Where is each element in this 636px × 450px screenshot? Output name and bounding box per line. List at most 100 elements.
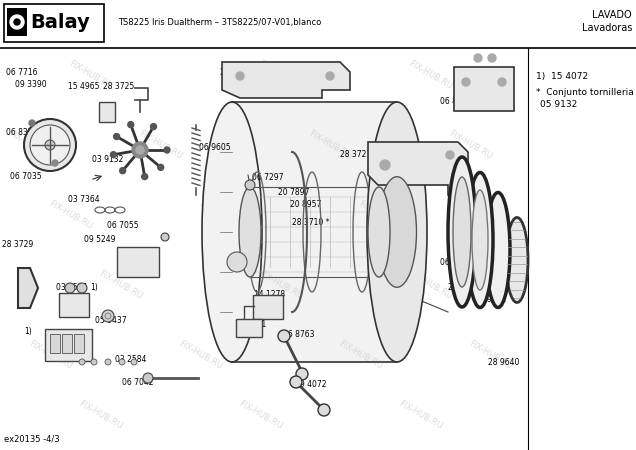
Text: 06 9605: 06 9605	[199, 143, 231, 152]
Circle shape	[164, 147, 170, 153]
FancyBboxPatch shape	[454, 67, 514, 111]
Text: 15 4965: 15 4965	[68, 82, 99, 91]
Circle shape	[498, 78, 506, 86]
Text: 03 9132: 03 9132	[92, 155, 123, 164]
Text: TS8225 Iris Dualtherm – 3TS8225/07-V01,blanco: TS8225 Iris Dualtherm – 3TS8225/07-V01,b…	[118, 18, 321, 27]
Circle shape	[474, 54, 482, 62]
Text: 06 7035: 06 7035	[10, 172, 41, 181]
Text: 21 0190: 21 0190	[372, 210, 403, 219]
Text: FIX-HUB.RU: FIX-HUB.RU	[257, 59, 303, 91]
FancyBboxPatch shape	[232, 102, 397, 362]
Ellipse shape	[367, 102, 427, 362]
Text: 06 7297: 06 7297	[252, 173, 284, 182]
Text: 06 8763: 06 8763	[283, 330, 314, 339]
Text: 03 7364: 03 7364	[68, 195, 100, 204]
FancyBboxPatch shape	[253, 295, 283, 319]
FancyBboxPatch shape	[62, 333, 71, 352]
Text: FIX-HUB.RU: FIX-HUB.RU	[67, 59, 113, 91]
Text: 20 8929: 20 8929	[220, 68, 251, 77]
Text: 06 7042: 06 7042	[122, 378, 153, 387]
Circle shape	[120, 168, 126, 174]
Text: 05 9437: 05 9437	[95, 316, 127, 325]
Text: 28 9641: 28 9641	[475, 295, 506, 304]
Circle shape	[111, 152, 116, 158]
Text: FIX-HUB.RU: FIX-HUB.RU	[446, 129, 494, 161]
Text: FIX-HUB.RU: FIX-HUB.RU	[336, 339, 384, 371]
Bar	[7, 8, 27, 36]
FancyBboxPatch shape	[236, 319, 262, 337]
Circle shape	[236, 72, 244, 80]
FancyBboxPatch shape	[59, 293, 89, 317]
Circle shape	[143, 373, 153, 383]
Text: Balay: Balay	[30, 14, 90, 32]
Text: 14 1307: 14 1307	[56, 340, 87, 349]
Text: 20 9674: 20 9674	[448, 283, 480, 292]
Text: 09 4072: 09 4072	[295, 380, 326, 389]
Circle shape	[79, 359, 85, 365]
Circle shape	[459, 182, 465, 188]
Text: LAVADO: LAVADO	[592, 10, 632, 20]
Circle shape	[245, 180, 255, 190]
Circle shape	[128, 122, 134, 128]
Circle shape	[278, 330, 290, 342]
Circle shape	[132, 142, 148, 158]
Text: FIX-HUB.RU: FIX-HUB.RU	[27, 339, 73, 371]
Text: 28 3725: 28 3725	[103, 82, 134, 91]
Circle shape	[227, 252, 247, 272]
Text: FIX-HUB.RU: FIX-HUB.RU	[6, 129, 53, 161]
Text: FIX-HUB.RU: FIX-HUB.RU	[357, 199, 403, 231]
Text: 1): 1)	[24, 327, 32, 336]
Ellipse shape	[368, 187, 390, 277]
Text: FIX-HUB.RU: FIX-HUB.RU	[467, 339, 513, 371]
Text: FIX-HUB.RU: FIX-HUB.RU	[177, 339, 223, 371]
Text: 15 1531: 15 1531	[235, 320, 266, 329]
Text: 1): 1)	[90, 283, 98, 292]
Ellipse shape	[453, 177, 471, 287]
FancyBboxPatch shape	[74, 333, 83, 352]
Text: 28 9640: 28 9640	[488, 358, 520, 367]
Ellipse shape	[30, 125, 70, 165]
Ellipse shape	[448, 157, 476, 307]
Ellipse shape	[486, 193, 510, 307]
Circle shape	[290, 376, 302, 388]
Text: 28 3727: 28 3727	[340, 150, 371, 159]
Ellipse shape	[467, 172, 493, 307]
Text: 20 8957: 20 8957	[290, 200, 321, 209]
Text: 06 9632: 06 9632	[440, 258, 471, 267]
Text: 09 3390: 09 3390	[15, 80, 46, 89]
Text: 1)  15 4072: 1) 15 4072	[536, 72, 588, 81]
Text: 05 9132: 05 9132	[540, 100, 577, 109]
Circle shape	[142, 174, 148, 180]
Text: 14 1278: 14 1278	[254, 290, 285, 299]
Circle shape	[65, 283, 75, 293]
Text: 06 7060: 06 7060	[438, 168, 469, 177]
Circle shape	[102, 310, 114, 322]
Circle shape	[131, 359, 137, 365]
Circle shape	[380, 160, 390, 170]
FancyBboxPatch shape	[117, 247, 159, 277]
Circle shape	[10, 15, 24, 29]
Polygon shape	[368, 142, 468, 195]
Polygon shape	[18, 268, 38, 308]
Text: FIX-HUB.RU: FIX-HUB.RU	[197, 199, 244, 231]
FancyBboxPatch shape	[50, 333, 60, 352]
Circle shape	[29, 120, 35, 126]
FancyBboxPatch shape	[45, 329, 92, 361]
Circle shape	[158, 164, 163, 171]
Text: 03 2584: 03 2584	[56, 283, 87, 292]
Circle shape	[296, 368, 308, 380]
Circle shape	[77, 283, 87, 293]
Text: FIX-HUB.RU: FIX-HUB.RU	[137, 129, 183, 161]
Circle shape	[151, 124, 156, 130]
Text: FIX-HUB.RU: FIX-HUB.RU	[77, 399, 123, 431]
Ellipse shape	[45, 140, 55, 150]
Circle shape	[326, 72, 334, 80]
Circle shape	[462, 78, 470, 86]
Text: FIX-HUB.RU: FIX-HUB.RU	[406, 59, 453, 91]
Circle shape	[114, 134, 120, 140]
Text: 06 7055: 06 7055	[107, 221, 139, 230]
Circle shape	[318, 404, 330, 416]
Circle shape	[161, 233, 169, 241]
Text: FIX-HUB.RU: FIX-HUB.RU	[237, 399, 284, 431]
Text: FIX-HUB.RU: FIX-HUB.RU	[46, 199, 93, 231]
